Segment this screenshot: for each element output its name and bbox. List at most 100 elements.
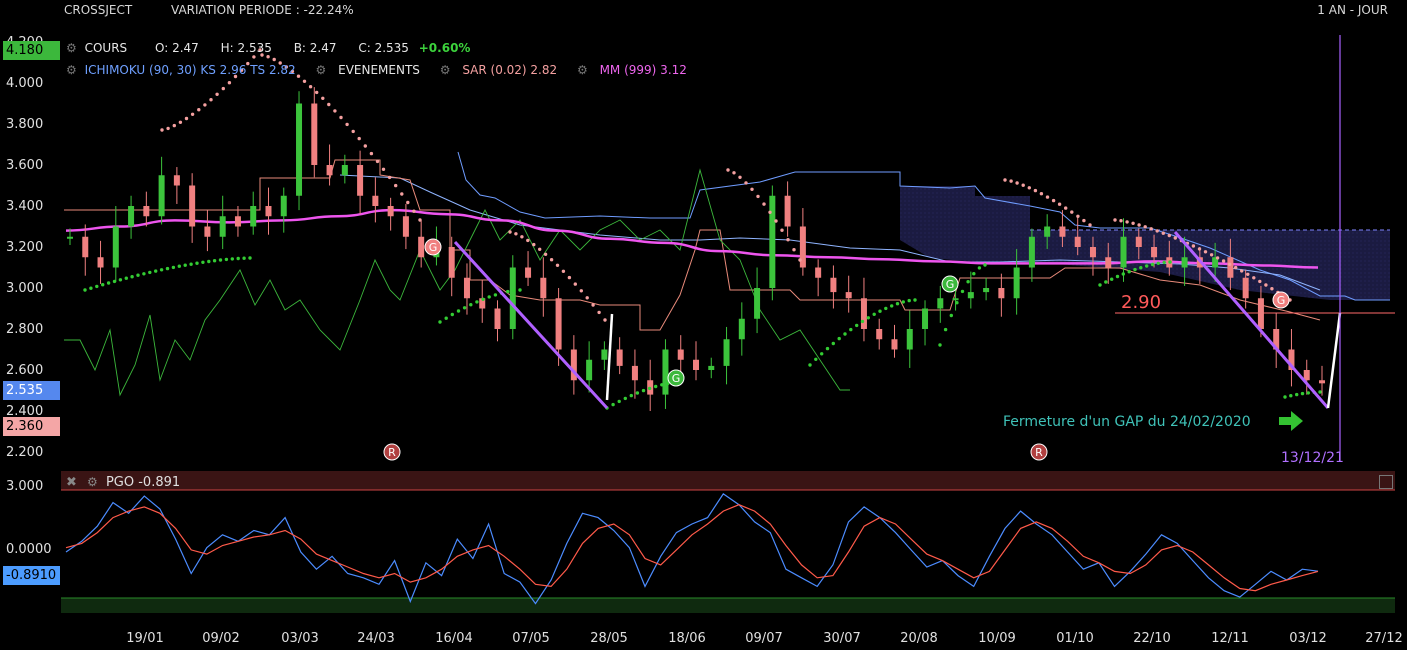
sar-dot — [462, 306, 467, 310]
sar-dot — [444, 316, 448, 320]
candle-body — [937, 298, 944, 309]
gear-icon[interactable]: ⚙ — [439, 63, 451, 77]
candle-body — [708, 365, 715, 370]
sar-dot — [203, 103, 207, 107]
sar-dot — [1173, 236, 1178, 240]
sar-dot — [726, 168, 730, 172]
sar-dot — [118, 278, 123, 282]
sar-dot — [611, 402, 615, 407]
cursor-date-label: 13/12/21 — [1281, 450, 1344, 466]
sar-dot — [635, 391, 640, 395]
sar-dot — [1057, 202, 1062, 206]
sar-dot — [1221, 259, 1226, 263]
legend-evenements[interactable]: EVENEMENTS — [338, 63, 420, 77]
sar-dot — [177, 264, 181, 268]
sar-dot — [1003, 178, 1007, 182]
sar-dot — [351, 129, 355, 134]
sar-dot — [363, 144, 367, 148]
candle-body — [280, 195, 287, 217]
sar-dot — [400, 192, 404, 196]
sar-dot — [543, 252, 548, 256]
sar-dot — [520, 235, 524, 239]
legend-mm[interactable]: MM (999) 3.12 — [599, 63, 687, 77]
sar-dot — [1161, 231, 1166, 235]
candle-body — [112, 226, 119, 268]
sar-dot — [1234, 265, 1238, 270]
sar-dot — [1045, 195, 1050, 199]
candle-body — [387, 206, 394, 217]
sar-dot — [1070, 210, 1074, 214]
pgo-y-tick: 3.000 — [6, 479, 44, 494]
sar-dot — [278, 61, 282, 65]
sar-dot — [1155, 229, 1159, 233]
sar-dot — [233, 74, 238, 79]
candle-body — [891, 339, 898, 350]
sar-dot — [774, 219, 778, 223]
sar-dot — [248, 256, 252, 260]
sar-dot — [1252, 276, 1256, 280]
candle-body — [250, 206, 257, 227]
y-tick: 3.400 — [6, 199, 44, 214]
close-icon[interactable]: ✖ — [66, 475, 77, 490]
pgo-maximize-icon[interactable] — [1379, 475, 1393, 489]
marker-circle — [383, 443, 401, 461]
sar-dot — [573, 282, 577, 286]
sar-dot — [1133, 267, 1137, 272]
candle-body — [1227, 257, 1234, 278]
sar-dot — [394, 183, 398, 188]
sar-dot — [866, 316, 870, 320]
sar-dot — [357, 136, 361, 141]
pgo-oversold-band — [61, 598, 1395, 613]
sar-dot — [508, 230, 512, 234]
sar-dot — [943, 327, 948, 332]
gear-icon[interactable]: ⚙ — [66, 41, 77, 55]
sar-dot — [1139, 266, 1143, 270]
x-tick: 03/03 — [281, 631, 319, 646]
sar-dot — [154, 269, 158, 273]
sar-dot — [641, 388, 646, 393]
gear-icon[interactable]: ⚙ — [576, 63, 588, 77]
candle-body — [418, 236, 425, 258]
gear-icon[interactable]: ⚙ — [66, 63, 77, 77]
sar-dot — [227, 81, 232, 85]
sar-dot — [738, 175, 742, 179]
sar-dot — [603, 318, 607, 322]
sar-dot — [195, 261, 199, 265]
sar-dot — [966, 280, 970, 284]
sar-dot — [148, 270, 152, 275]
sar-dot — [585, 296, 589, 300]
sar-dot — [418, 218, 422, 222]
legend-sar[interactable]: SAR (0.02) 2.82 — [462, 63, 558, 77]
sar-dot — [895, 302, 900, 306]
period-selector[interactable]: 1 AN - JOUR — [1317, 3, 1388, 17]
candle-body — [1212, 257, 1219, 268]
candle-body — [586, 359, 593, 381]
candle-body — [448, 247, 455, 278]
sar-dot — [1076, 214, 1080, 218]
legend-ichimoku[interactable]: ICHIMOKU (90, 30) KS 2.96 TS 2.82 — [84, 63, 296, 77]
legend-indicators: ⚙ ICHIMOKU (90, 30) KS 2.96 TS 2.82 ⚙ EV… — [66, 63, 687, 77]
sar-dot — [1295, 392, 1299, 397]
y-tick: 3.000 — [6, 281, 44, 296]
sar-dot — [284, 65, 288, 69]
sar-dot — [1121, 272, 1126, 276]
gear-icon[interactable]: ⚙ — [315, 63, 327, 77]
candle-body — [1044, 226, 1051, 237]
x-tick: 20/08 — [900, 631, 938, 646]
sar-dot — [1088, 223, 1092, 227]
gear-icon[interactable]: ⚙ — [87, 475, 98, 489]
marker-letter: R — [1035, 446, 1043, 459]
sar-dot — [197, 108, 201, 112]
sar-dot — [660, 383, 664, 387]
sar-dot — [597, 310, 601, 315]
sar-dot — [236, 256, 240, 261]
candle-body — [158, 175, 165, 217]
candle-body — [754, 288, 761, 319]
legend-cours[interactable]: ⚙ COURS O: 2.47 H: 2.535 B: 2.47 C: 2.53… — [66, 41, 470, 55]
sar-dot — [1027, 186, 1032, 190]
sar-dot — [983, 263, 987, 267]
sar-dot — [230, 257, 234, 261]
sar-dot — [1318, 390, 1322, 394]
x-tick: 09/07 — [745, 631, 783, 646]
